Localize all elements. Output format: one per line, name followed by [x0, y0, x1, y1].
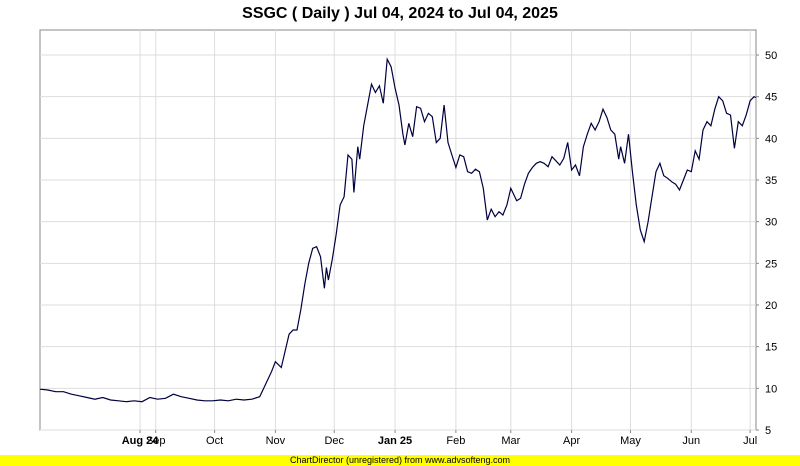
y-gridlines [40, 54, 759, 431]
x-tick-label: Jul [743, 435, 757, 447]
footer-watermark: ChartDirector (unregistered) from www.ad… [0, 455, 800, 466]
chart-title: SSGC ( Daily ) Jul 04, 2024 to Jul 04, 2… [242, 5, 558, 22]
y-tick-label: 35 [765, 175, 777, 187]
y-tick-label: 15 [765, 342, 777, 354]
x-tick-label: Feb [446, 435, 465, 447]
x-tick-label: Sep [146, 435, 166, 447]
y-tick-label: 30 [765, 217, 777, 229]
y-tick-label: 45 [765, 92, 777, 104]
x-tick-label: Mar [501, 435, 520, 447]
price-series-line [39, 57, 757, 403]
x-tick-label: May [620, 435, 641, 447]
y-tick-label: 40 [765, 133, 777, 145]
x-tick-label: Jun [682, 435, 700, 447]
y-tick-label: 5 [765, 425, 771, 437]
price-chart: SSGC ( Daily ) Jul 04, 2024 to Jul 04, 2… [39, 5, 777, 447]
x-tick-label: Aug 24 [122, 435, 160, 447]
y-tick-label: 50 [765, 50, 777, 62]
x-tick-label: Nov [266, 435, 286, 447]
x-tick-label: Apr [563, 435, 580, 447]
x-tick-label: Oct [206, 435, 223, 447]
x-tick-label: Jan 25 [378, 435, 412, 447]
y-tick-label: 20 [765, 300, 777, 312]
plot-area [39, 29, 757, 431]
x-gridlines [139, 30, 751, 433]
y-axis-labels: 5 10 15 20 25 30 35 40 45 50 [765, 50, 777, 437]
y-tick-label: 10 [765, 383, 777, 395]
x-tick-label: Dec [324, 435, 344, 447]
y-tick-label: 25 [765, 258, 777, 270]
